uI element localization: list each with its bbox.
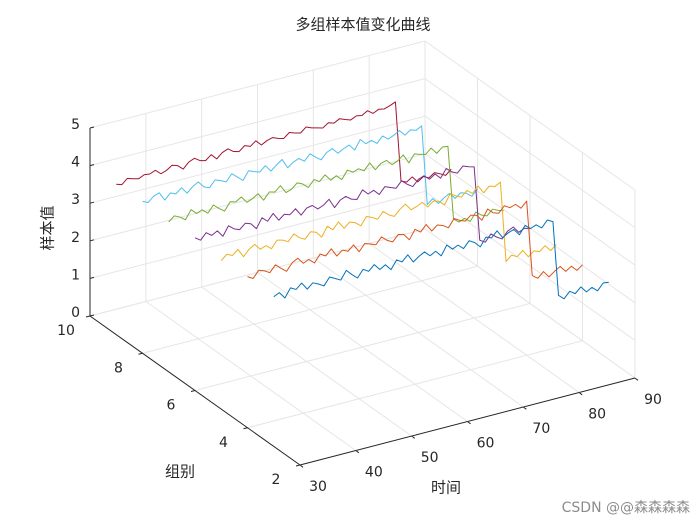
series-line bbox=[116, 101, 452, 186]
x-tick-label: 70 bbox=[532, 421, 550, 437]
y-tick-label: 6 bbox=[167, 398, 176, 414]
z-tick bbox=[89, 276, 95, 279]
grid-line bbox=[89, 190, 426, 279]
z-tick bbox=[89, 164, 95, 167]
y-tick bbox=[85, 315, 91, 318]
grid-line bbox=[424, 40, 636, 191]
x-axis bbox=[299, 377, 636, 466]
x-tick-label: 80 bbox=[588, 407, 606, 423]
series-line bbox=[168, 145, 504, 223]
x-axis-label: 时间 bbox=[431, 479, 461, 497]
series-line bbox=[194, 165, 531, 243]
z-tick-label: 0 bbox=[71, 305, 80, 321]
y-tick bbox=[190, 390, 196, 392]
z-tick bbox=[89, 201, 95, 204]
series-line bbox=[273, 219, 609, 300]
grid-line bbox=[424, 228, 636, 379]
grid-line bbox=[424, 78, 636, 229]
z-tick bbox=[89, 314, 95, 317]
y-tick-label: 2 bbox=[272, 472, 281, 488]
series-line bbox=[247, 200, 583, 280]
series-line bbox=[142, 125, 478, 205]
y-tick-label: 4 bbox=[219, 435, 228, 451]
grid-line bbox=[424, 190, 636, 341]
x-tick bbox=[634, 377, 639, 381]
x-tick-label: 90 bbox=[644, 392, 662, 408]
x-tick-label: 50 bbox=[421, 450, 439, 466]
grid-line bbox=[142, 265, 478, 354]
grid-line bbox=[89, 40, 426, 129]
y-axis-label: 组别 bbox=[165, 463, 195, 481]
x-tick-label: 40 bbox=[365, 465, 383, 481]
z-tick-label: 2 bbox=[71, 230, 80, 246]
grid-line bbox=[194, 303, 531, 391]
y-tick bbox=[243, 427, 248, 430]
x-tick-label: 30 bbox=[309, 479, 327, 495]
y-tick-label: 10 bbox=[57, 323, 75, 339]
grid-line bbox=[89, 115, 426, 204]
watermark: CSDN @@森森森森 bbox=[562, 500, 690, 516]
z-tick-label: 4 bbox=[71, 155, 80, 171]
z-axis-label: 样本值 bbox=[39, 205, 57, 250]
x-tick-label: 60 bbox=[477, 436, 495, 452]
z-tick bbox=[89, 126, 95, 129]
grid-line bbox=[89, 153, 426, 242]
y-tick bbox=[138, 352, 143, 355]
series-line bbox=[220, 181, 557, 262]
grid-line bbox=[89, 78, 426, 167]
chart-title: 多组样本值变化曲线 bbox=[295, 16, 430, 34]
z-tick-label: 1 bbox=[71, 267, 80, 283]
grid-line bbox=[424, 115, 636, 266]
z-tick bbox=[89, 239, 95, 242]
y-tick bbox=[295, 464, 301, 467]
z-tick-label: 5 bbox=[71, 117, 80, 133]
y-tick-label: 8 bbox=[114, 360, 123, 376]
z-tick-label: 3 bbox=[71, 192, 80, 208]
y-axis bbox=[89, 315, 301, 466]
grid-line bbox=[247, 340, 583, 429]
